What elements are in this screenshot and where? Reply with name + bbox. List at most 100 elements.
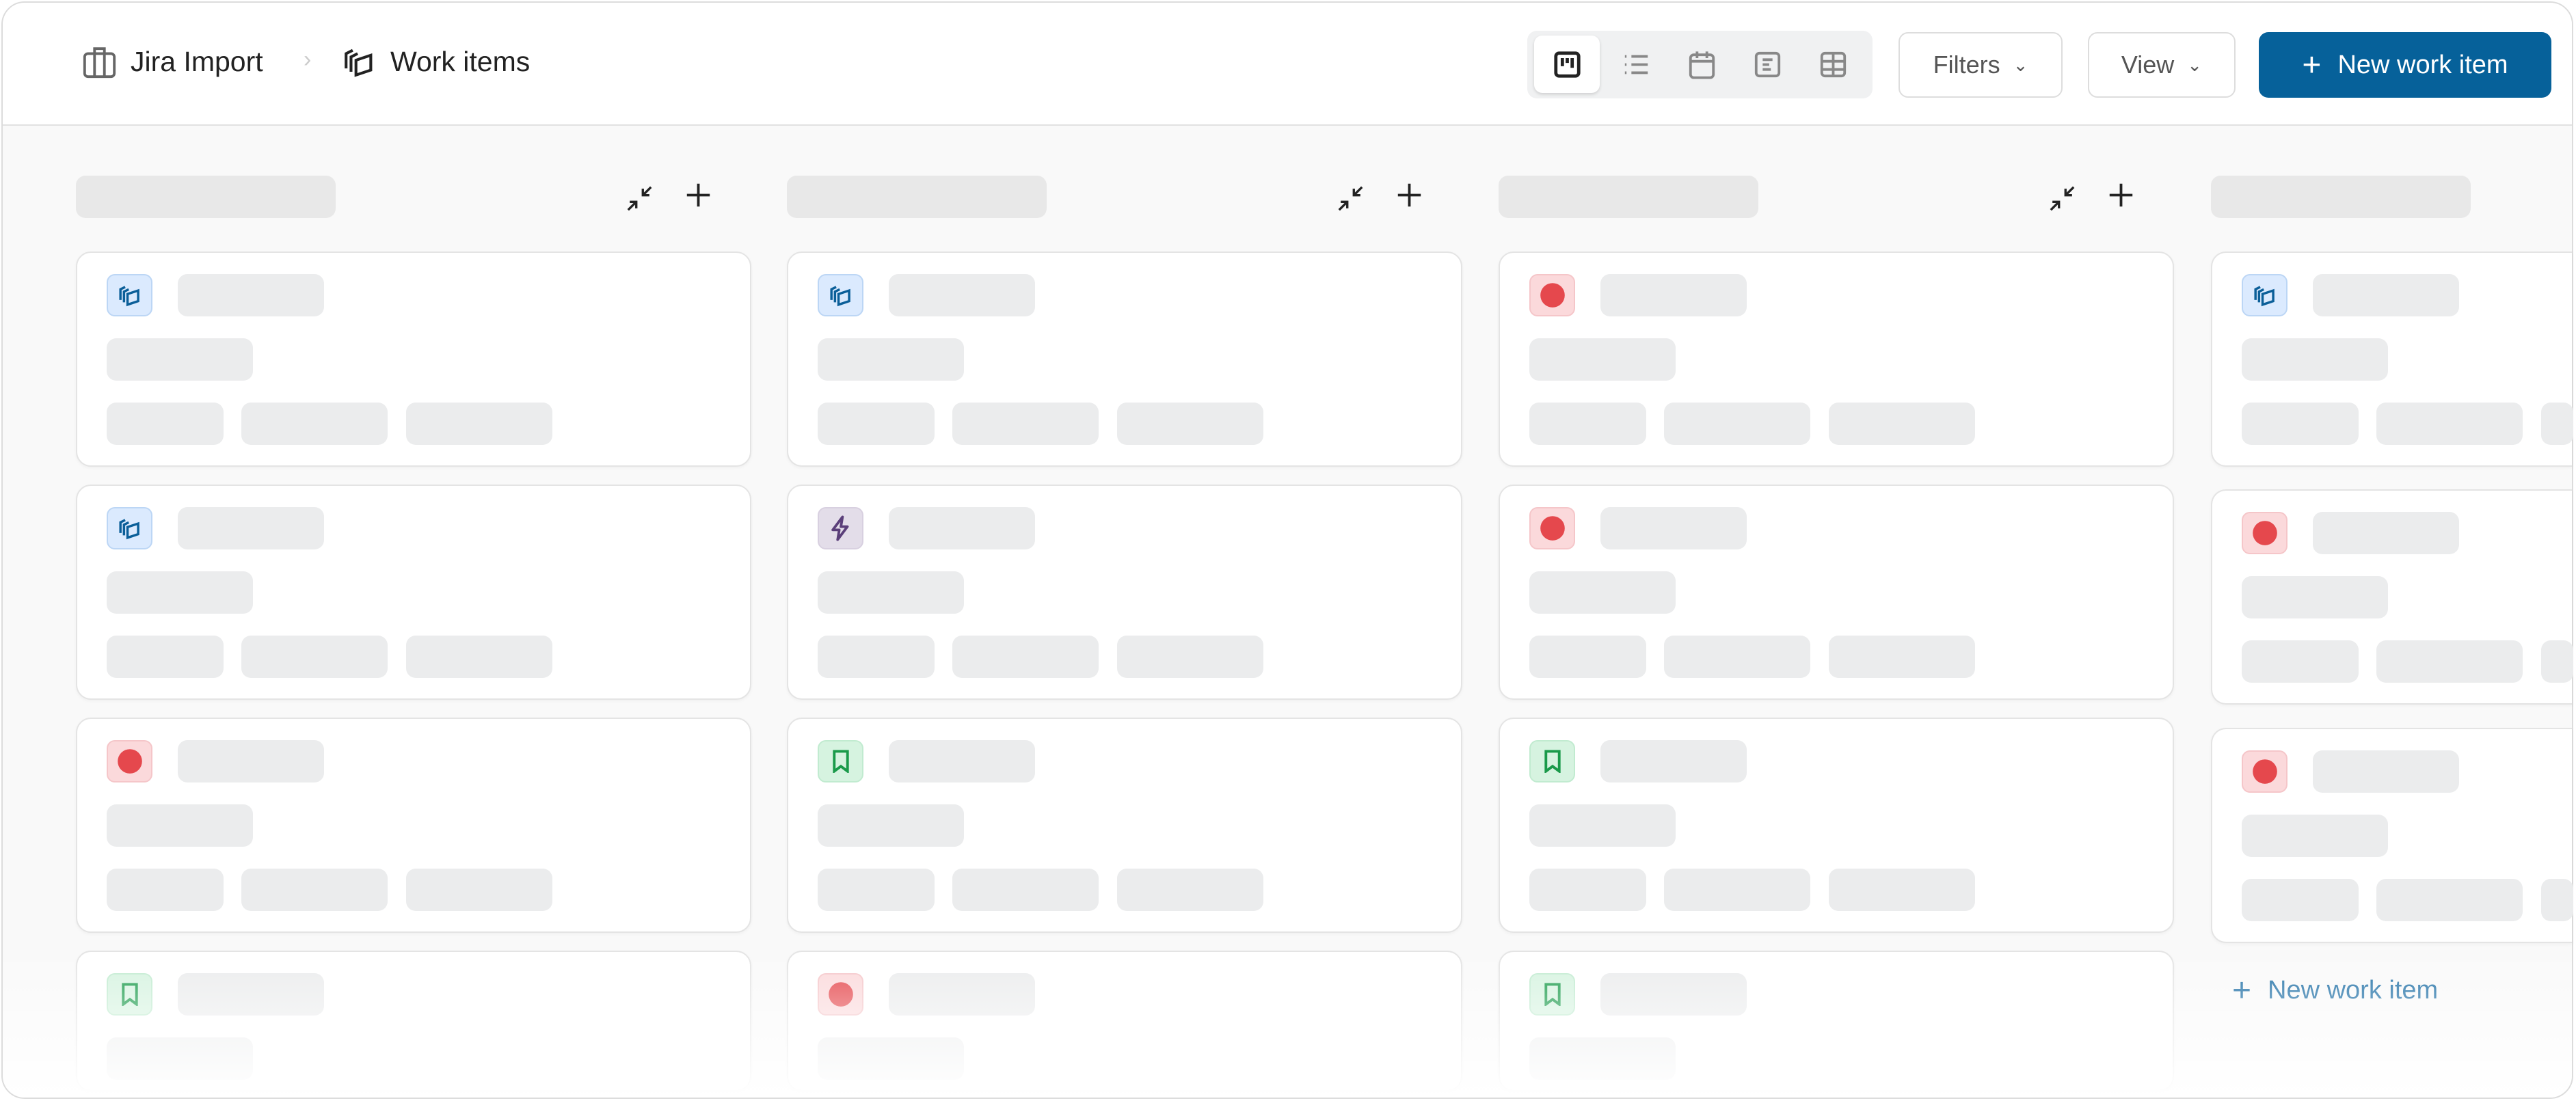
skeleton-placeholder [1529,804,1676,847]
skeleton-placeholder [818,804,964,847]
work-item-card[interactable] [1499,251,2174,467]
list-icon [1624,55,1648,74]
skeleton-placeholder [1664,869,1810,911]
skeleton-placeholder [1117,869,1263,911]
work-items-type-icon [107,274,152,316]
list-view-button[interactable] [1603,36,1669,93]
group-header-title [1499,176,1758,218]
view-label: View [2121,51,2175,79]
breadcrumb-page[interactable]: Work items [341,44,530,80]
skeleton-placeholder [2242,815,2388,857]
story-type-icon [1529,740,1575,782]
spreadsheet-icon [1754,51,1780,77]
skeleton-placeholder [2376,640,2523,683]
work-item-card[interactable] [2211,728,2573,943]
group-header-title [76,176,336,218]
skeleton-placeholder [1529,869,1646,911]
calendar-icon [1689,51,1715,79]
breadcrumb-project-label: Jira Import [131,46,263,77]
skeleton-placeholder [1600,973,1747,1016]
skeleton-placeholder [1664,636,1810,678]
skeleton-placeholder [2541,879,2573,921]
skeleton-placeholder [1117,636,1263,678]
filters-button[interactable]: Filters ⌄ [1899,32,2063,98]
skeleton-placeholder [1829,636,1975,678]
chevron-down-icon: ⌄ [2187,54,2203,75]
skeleton-placeholder [1829,869,1975,911]
collapse-column-icon[interactable] [1336,184,1365,217]
board-view-button[interactable] [1534,36,1600,93]
collapse-column-icon[interactable] [2048,184,2077,217]
work-item-card[interactable] [1499,485,2174,700]
column-add-work-item-label: New work item [2268,976,2439,1005]
work-item-card[interactable] [76,718,751,933]
skeleton-placeholder [2376,879,2523,921]
skeleton-placeholder [1529,636,1646,678]
skeleton-placeholder [2242,640,2359,683]
skeleton-placeholder [241,869,388,911]
bug-type-icon [2242,512,2287,554]
skeleton-placeholder [818,636,935,678]
skeleton-placeholder [952,636,1099,678]
bug-type-icon [818,973,863,1016]
skeleton-placeholder [818,338,964,381]
skeleton-placeholder [952,869,1099,911]
collapse-column-icon[interactable] [625,184,654,217]
work-item-card[interactable] [787,718,1462,933]
skeleton-placeholder [107,804,253,847]
skeleton-placeholder [1529,403,1646,445]
gantt-view-button[interactable] [1800,36,1866,93]
new-work-item-button[interactable]: + New work item [2259,32,2551,98]
filters-label: Filters [1933,51,2000,79]
skeleton-placeholder [1829,403,1975,445]
skeleton-placeholder [107,338,253,381]
skeleton-placeholder [818,1037,964,1080]
work-item-card[interactable] [76,485,751,700]
skeleton-placeholder [107,869,224,911]
breadcrumb-project[interactable]: Jira Import [81,44,263,80]
plus-icon: + [2232,972,2252,1009]
skeleton-placeholder [2313,274,2459,316]
skeleton-placeholder [1600,274,1747,316]
work-items-type-icon [2242,274,2287,316]
new-work-item-label: New work item [2337,50,2508,79]
skeleton-placeholder [1664,403,1810,445]
add-to-column-icon[interactable] [2106,180,2136,213]
story-type-icon [1529,973,1575,1016]
skeleton-placeholder [2242,338,2388,381]
skeleton-placeholder [818,403,935,445]
skeleton-placeholder [1600,740,1747,782]
story-type-icon [818,740,863,782]
work-items-type-icon [818,274,863,316]
work-item-card[interactable] [76,951,751,1091]
work-item-card[interactable] [2211,489,2573,705]
bug-type-icon [107,740,152,782]
skeleton-placeholder [178,507,324,549]
work-item-card[interactable] [787,951,1462,1091]
column-add-work-item-button[interactable]: + New work item [2232,972,2438,1009]
skeleton-placeholder [952,403,1099,445]
bug-type-icon [1529,274,1575,316]
layout-switcher [1527,31,1873,98]
spreadsheet-view-button[interactable] [1734,36,1800,93]
skeleton-placeholder [1529,338,1676,381]
skeleton-placeholder [178,274,324,316]
breadcrumb-separator-icon: › [304,46,312,72]
skeleton-placeholder [406,636,552,678]
work-item-card[interactable] [76,251,751,467]
add-to-column-icon[interactable] [684,180,713,213]
gantt-icon [1820,51,1846,77]
add-to-column-icon[interactable] [1395,180,1424,213]
chevron-down-icon: ⌄ [2013,54,2028,75]
calendar-view-button[interactable] [1669,36,1734,93]
work-item-card[interactable] [1499,951,2174,1091]
work-item-card[interactable] [787,251,1462,467]
work-item-card[interactable] [2211,251,2573,467]
work-item-card[interactable] [1499,718,2174,933]
plus-icon: + [2302,46,2322,83]
view-button[interactable]: View ⌄ [2088,32,2236,98]
skeleton-placeholder [1529,1037,1676,1080]
skeleton-placeholder [241,403,388,445]
briefcase-icon [83,47,116,79]
work-item-card[interactable] [787,485,1462,700]
